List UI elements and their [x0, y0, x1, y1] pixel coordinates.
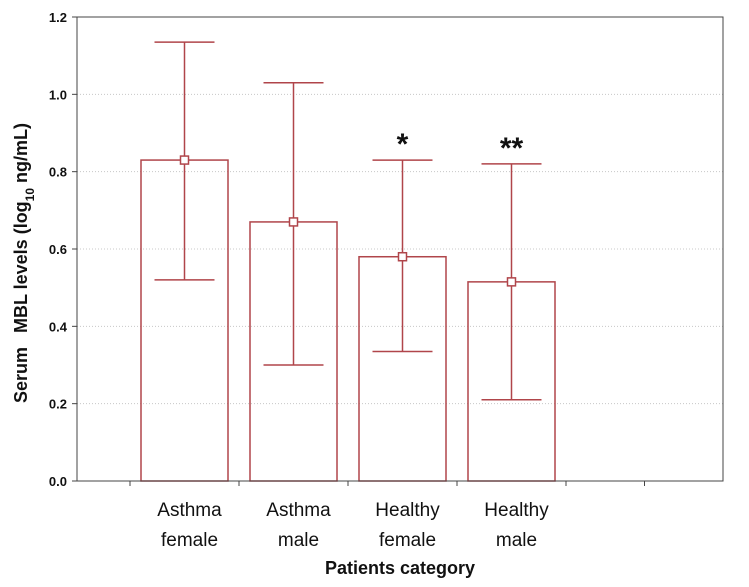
significance-mark: ** [500, 132, 524, 165]
mean-marker [506, 277, 517, 287]
x-category-label: female [379, 530, 436, 551]
x-category-label: female [161, 530, 218, 551]
y-tick-label: 0.4 [49, 319, 68, 334]
x-category-label: Asthma [157, 500, 222, 521]
y-tick-label: 1.0 [49, 87, 67, 102]
y-axis-title: SerumMBL levels (log10 ng/mL) [11, 123, 37, 403]
x-axis-categories: Asthma female Asthma male Healthy female Healt… [157, 500, 549, 551]
y-tick-label: 0.2 [49, 397, 67, 412]
x-category-label: Asthma [266, 500, 331, 521]
x-axis-title: Patients category [325, 558, 475, 578]
x-category-label: Healthy [375, 500, 440, 521]
mean-marker [288, 217, 299, 227]
y-tick-label: 0.6 [49, 242, 67, 257]
mean-marker [179, 155, 190, 165]
bars: * ** [140, 41, 556, 482]
significance-mark: * [397, 128, 409, 161]
x-category-label: male [278, 530, 319, 551]
x-category-label: male [496, 530, 537, 551]
y-tick-label: 1.2 [49, 10, 67, 25]
y-tick-label: 0.0 [49, 474, 67, 489]
y-tick-label: 0.8 [49, 165, 67, 180]
y-axis-ticks: 0.0 0.2 0.4 0.6 0.8 1.0 1.2 [49, 10, 645, 489]
x-category-label: Healthy [484, 500, 549, 521]
mean-marker [397, 251, 408, 262]
